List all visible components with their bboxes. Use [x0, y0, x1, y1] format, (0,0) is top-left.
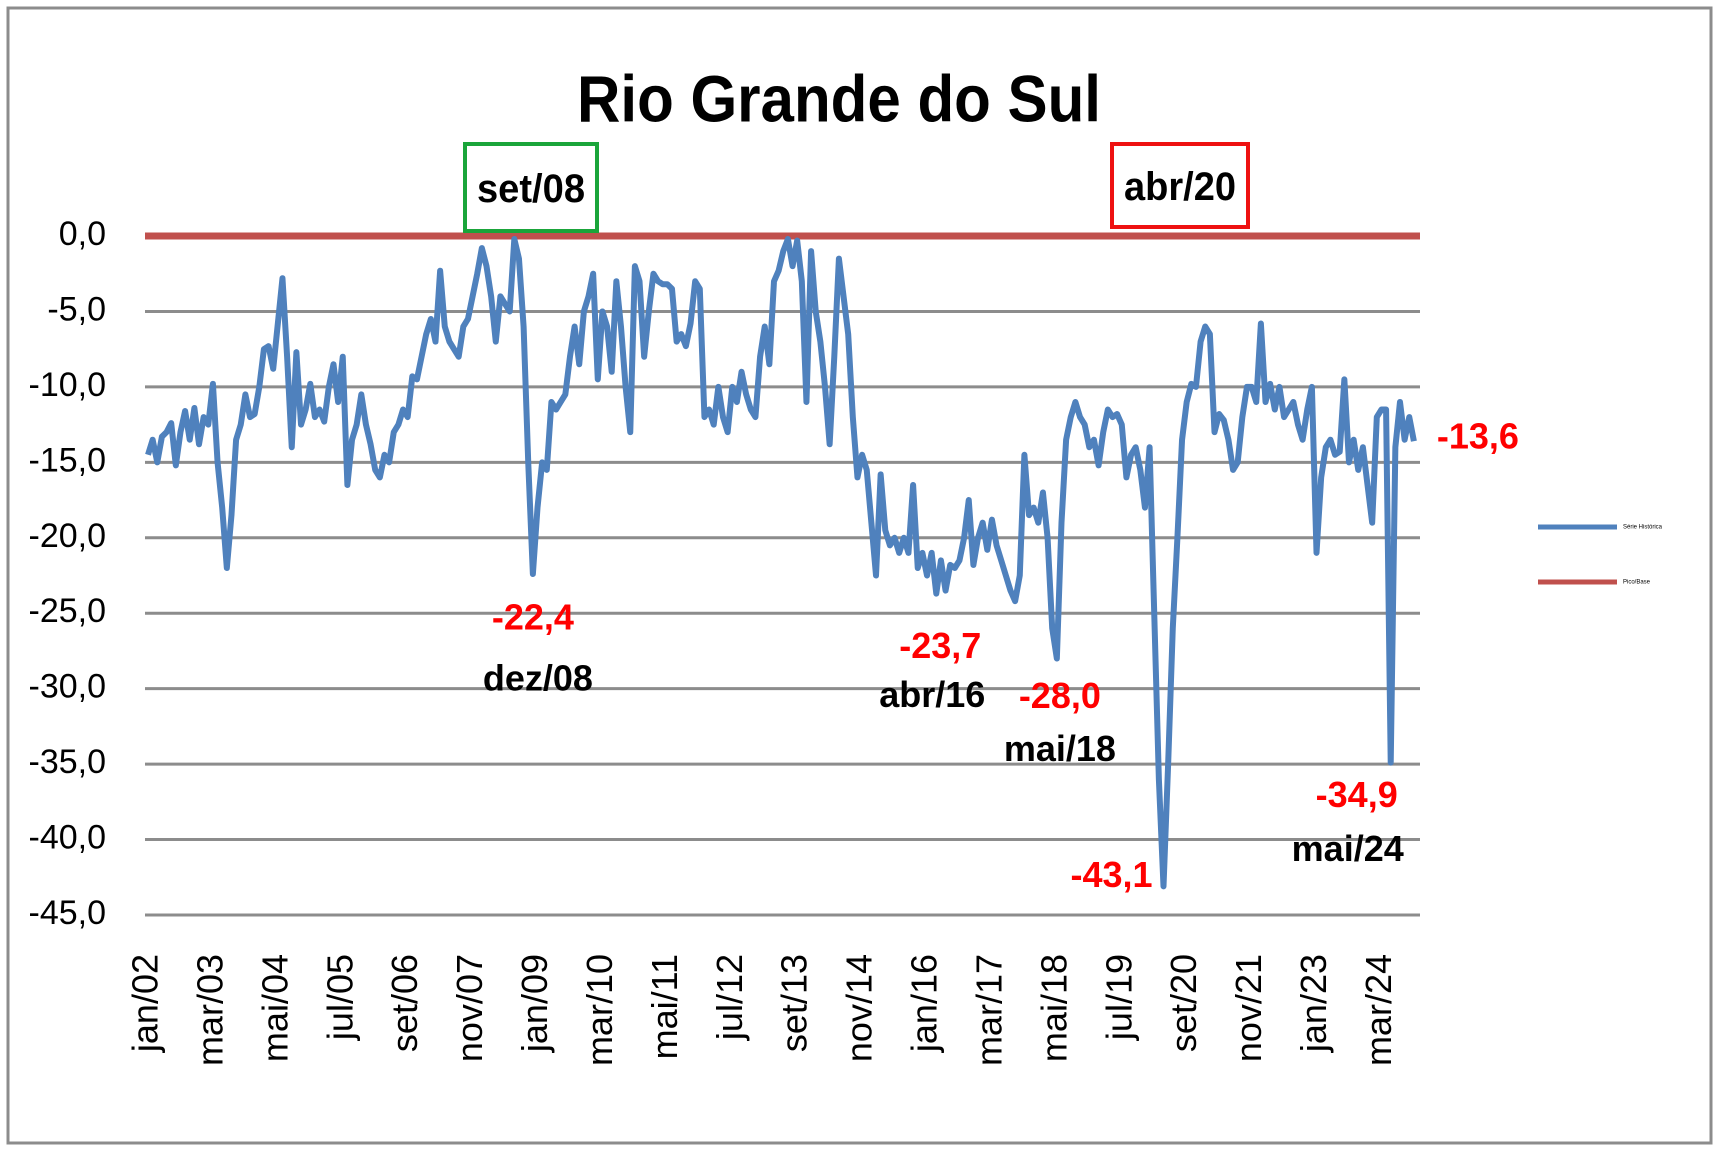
x-tick-label: set/20	[1163, 954, 1204, 1052]
label-box	[1110, 142, 1250, 229]
chart-title: Rio Grande do Sul	[577, 61, 1101, 135]
x-tick-label: jul/12	[709, 954, 750, 1041]
y-tick-label: 0,0	[59, 215, 106, 253]
legend-label: Série Histórica	[1623, 525, 1663, 531]
x-tick-label: jan/02	[125, 954, 166, 1053]
annotation-value: -43,1	[1070, 854, 1152, 895]
x-tick-label: mar/17	[968, 954, 1009, 1066]
x-tick-label: jan/23	[1293, 954, 1334, 1053]
y-tick-label: -45,0	[29, 894, 107, 932]
data-line	[145, 236, 1417, 890]
boxed-label: abr/20	[1124, 165, 1236, 209]
y-tick-label: -25,0	[29, 592, 107, 630]
x-tick-label: mai/18	[1033, 954, 1074, 1062]
x-tick-label: set/06	[384, 954, 425, 1052]
x-tick-label: mar/03	[189, 954, 230, 1066]
x-tick-label: mai/04	[254, 954, 295, 1062]
y-tick-label: -35,0	[29, 743, 107, 781]
x-tick-label: jul/05	[319, 954, 360, 1041]
x-tick-label: mar/24	[1358, 954, 1399, 1066]
annotation-date: abr/16	[879, 674, 985, 715]
annotation-date: mai/24	[1292, 828, 1404, 869]
x-tick-label: jan/09	[514, 954, 555, 1053]
y-tick-label: -20,0	[29, 517, 107, 555]
label-box	[463, 142, 599, 233]
annotation-value: -28,0	[1019, 675, 1101, 716]
annotation-value: -34,9	[1316, 774, 1398, 815]
legend-label: Pico/Base	[1623, 580, 1651, 586]
annotation-value: -23,7	[899, 625, 981, 666]
x-tick-label: nov/21	[1228, 954, 1269, 1062]
x-tick-label: mar/10	[579, 954, 620, 1066]
x-tick-label: nov/14	[839, 954, 880, 1062]
annotation-value: -22,4	[492, 597, 574, 638]
y-tick-label: -40,0	[29, 819, 107, 857]
y-tick-label: -5,0	[47, 290, 106, 328]
x-tick-label: set/13	[774, 954, 815, 1052]
boxed-label: set/08	[477, 167, 585, 211]
y-tick-label: -15,0	[29, 441, 107, 479]
x-tick-label: nov/07	[449, 954, 490, 1062]
y-tick-label: -30,0	[29, 668, 107, 706]
annotation-date: dez/08	[483, 658, 593, 699]
annotation-date: mai/18	[1004, 728, 1116, 769]
x-tick-label: jan/16	[904, 954, 945, 1053]
y-tick-label: -10,0	[29, 366, 107, 404]
x-tick-label: jul/19	[1098, 954, 1139, 1041]
x-tick-label: mai/11	[644, 954, 685, 1059]
annotation-value: -13,6	[1437, 416, 1519, 457]
chart-frame	[6, 6, 1713, 1145]
